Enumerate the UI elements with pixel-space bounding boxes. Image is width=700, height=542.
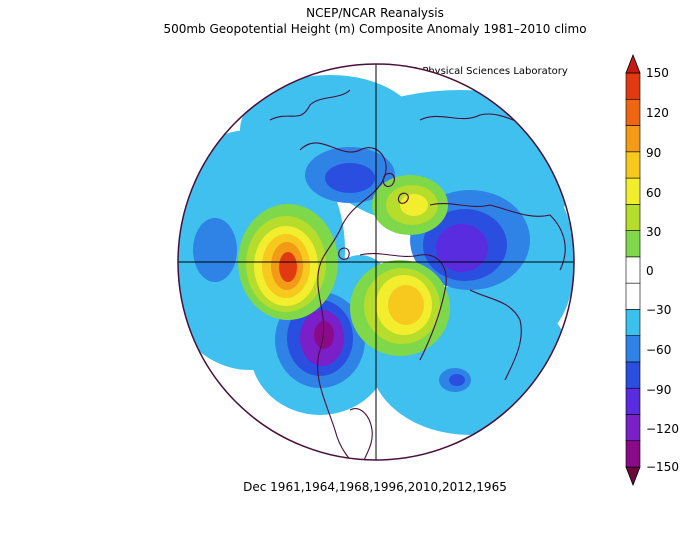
colorbar-swatch [625,440,641,468]
colorbar-swatch [625,361,641,389]
colorbar-tick: −60 [646,343,672,357]
colorbar-swatch [625,204,641,231]
colorbar-swatch [625,282,641,310]
colorbar-tick: −30 [646,303,672,317]
colorbar-swatches [625,53,641,487]
credit-label: NOAA Physical Sciences Laboratory [390,66,568,77]
colorbar-swatch [625,72,641,100]
colorbar-swatch [625,335,641,363]
colorbar-tick: 120 [646,106,669,120]
chart-title: NCEP/NCAR Reanalysis [306,6,444,20]
colorbar-swatch [625,125,641,153]
colorbar-swatch [625,387,641,415]
colorbar-tick: 60 [646,186,662,200]
colorbar-arrow-top [625,53,641,74]
globe-border [177,63,575,461]
colorbar-swatch [625,230,641,258]
colorbar-swatch [625,414,641,442]
colorbar-tick: −150 [646,460,679,474]
colorbar-swatch [625,309,641,336]
colorbar-tick: 90 [646,146,662,160]
colorbar-tick: 0 [646,264,654,278]
colorbar-swatch [625,98,641,126]
colorbar-swatch [625,177,641,205]
colorbar-swatch [625,151,641,179]
colorbar-swatch [625,256,641,284]
colorbar-tick: −90 [646,383,672,397]
chart-subtitle: 500mb Geopotential Height (m) Composite … [163,22,587,36]
colorbar-tick: 150 [646,66,669,80]
composite-years: Dec 1961,1964,1968,1996,2010,2012,1965 [243,480,507,494]
colorbar-tick: 30 [646,225,662,239]
coastlines [269,89,566,460]
colorbar-tick: −120 [646,422,679,436]
